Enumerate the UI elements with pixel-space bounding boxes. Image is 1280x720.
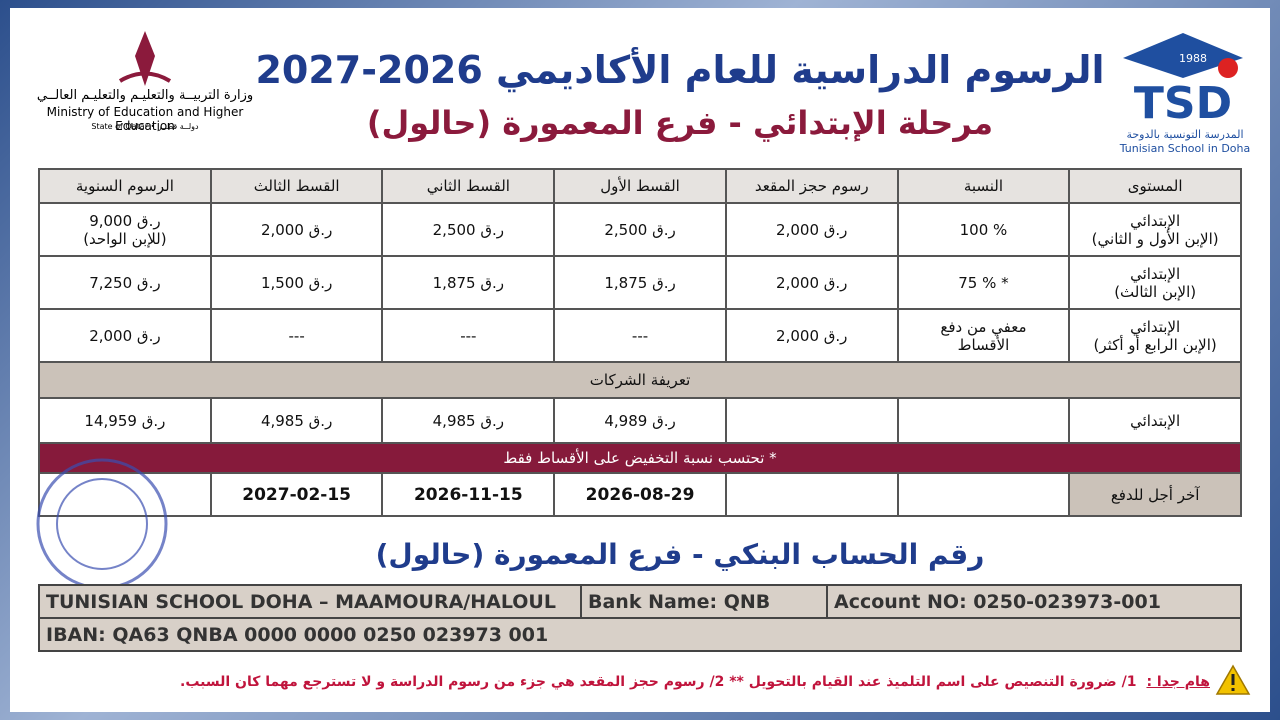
column-header: الرسوم السنوية [38,168,212,204]
fee-cell: --- [553,308,727,363]
fee-cell: ر.ق 1,500 [209,255,384,310]
fee-cell: ر.ق 2,000 [724,308,899,363]
fee-row: الإبتدائي (الإبن الرابع أو أكثر) معفي من … [38,308,1242,363]
school-arabic: المدرسة التونسية بالدوحة [1126,128,1244,141]
column-header: القسط الأول [553,168,727,204]
ministry-arabic: وزارة التربيــة والتعليـم والتعليـم العا… [36,88,254,103]
fee-cell: ر.ق 2,000 [38,308,212,363]
ministry-emblem [118,31,172,86]
account-name: TUNISIAN SCHOOL DOHA – MAAMOURA/HALOUL [38,584,582,619]
corporate-cell [896,397,1071,444]
notice: هام جدا : 1/ ضرورة التنصيص على اسم التلمي… [50,674,1210,690]
fees-table: المستوى النسبة رسوم حجز المقعد القسط الأول ا… [38,168,1242,517]
school-year: 1988 [1179,52,1207,65]
fee-cell: --- [381,308,556,363]
header-row: المستوى النسبة رسوم حجز المقعد القسط الأول ا… [38,168,1242,204]
column-header: المستوى [1068,168,1242,204]
notice-label: هام جدا : [1146,674,1210,690]
school-logo: 1988 TSD [1123,33,1243,129]
column-header: القسط الثالث [209,168,384,204]
fee-row: الإبتدائي (الإبن الأول و الثاني) 100 % ر.ق… [38,202,1242,257]
deadline-row: آخر أجل للدفع 2026-08-29 2026-11-15 2027-02… [38,472,1242,517]
ministry-state: State of Qatar • دولــة قطــر [91,122,199,131]
ministry-english: Ministry of Education and Higher Educati… [46,105,244,133]
fee-cell: ر.ق 2,000 [724,202,899,257]
school-english: Tunisian School in Doha [1119,142,1251,155]
note-row: * تحتسب نسبة التخفيض على الأقساط فقط [38,442,1242,474]
fee-cell: الإبتدائي (الإبن الثالث) [1068,255,1242,310]
fee-cell: 100 % [896,202,1071,257]
column-header: النسبة [896,168,1071,204]
bank-table: TUNISIAN SCHOOL DOHA – MAAMOURA/HALOUL B… [38,584,1242,652]
corporate-cell: ر.ق 4,989 [553,397,727,444]
fee-cell: معفي من دفع الأقساط [896,308,1071,363]
corporate-cell: ر.ق 14,959 [38,397,212,444]
column-header: رسوم حجز المقعد [724,168,899,204]
fee-cell: ر.ق 2,000 [209,202,384,257]
fee-cell: الإبتدائي (الإبن الأول و الثاني) [1068,202,1242,257]
corporate-cell: الإبتدائي [1068,397,1242,444]
fee-cell: 75 % * [896,255,1071,310]
bank-name: Bank Name: QNB [580,584,828,619]
deadline-date: 2026-08-29 [553,472,727,517]
fee-row: الإبتدائي (الإبن الثالث) 75 % * ر.ق 2,000 ر… [38,255,1242,310]
bank-title: رقم الحساب البنكي - فرع المعمورة (حالول) [375,538,985,571]
fee-cell: --- [209,308,384,363]
deadline-date: 2026-11-15 [381,472,556,517]
corporate-title-row: تعريفة الشركات [38,361,1242,399]
warning-icon [1215,664,1251,695]
deadline-date [724,472,899,517]
corporate-cell: ر.ق 4,985 [209,397,384,444]
fee-cell: ر.ق 7,250 [38,255,212,310]
corporate-row: الإبتدائي ر.ق 4,989 ر.ق 4,985 ر.ق 4,985 ر.ق … [38,397,1242,444]
fee-cell: ر.ق 1,875 [553,255,727,310]
fee-cell: ر.ق 2,500 [381,202,556,257]
school-abbr: TSD [1134,78,1232,129]
fee-cell: الإبتدائي (الإبن الرابع أو أكثر) [1068,308,1242,363]
deadline-date [896,472,1071,517]
deadline-date: 2027-02-15 [209,472,384,517]
fee-cell: ر.ق 2,000 [724,255,899,310]
corporate-cell [724,397,899,444]
stamp [36,458,168,590]
subtitle: مرحلة الإبتدائي - فرع المعمورة (حالول) [366,104,994,142]
panel: وزارة التربيــة والتعليـم والتعليـم العا… [10,8,1270,712]
iban: IBAN: QA63 QNBA 0000 0000 0250 023973 00… [38,617,1242,652]
account-no: Account NO: 0250-023973-001 [826,584,1242,619]
title: الرسوم الدراسية للعام الأكاديمي 2026-202… [255,48,1105,92]
notice-text: 1/ ضرورة التنصيص على اسم التلميذ عند الق… [180,674,1137,690]
fee-cell: ر.ق 9,000 (للإبن الواحد) [38,202,212,257]
corporate-title: تعريفة الشركات [38,361,1242,399]
column-header: القسط الثاني [381,168,556,204]
note: * تحتسب نسبة التخفيض على الأقساط فقط [38,442,1242,474]
fee-cell: ر.ق 2,500 [553,202,727,257]
corporate-cell: ر.ق 4,985 [381,397,556,444]
deadline-label: آخر أجل للدفع [1068,472,1242,517]
fee-cell: ر.ق 1,875 [381,255,556,310]
